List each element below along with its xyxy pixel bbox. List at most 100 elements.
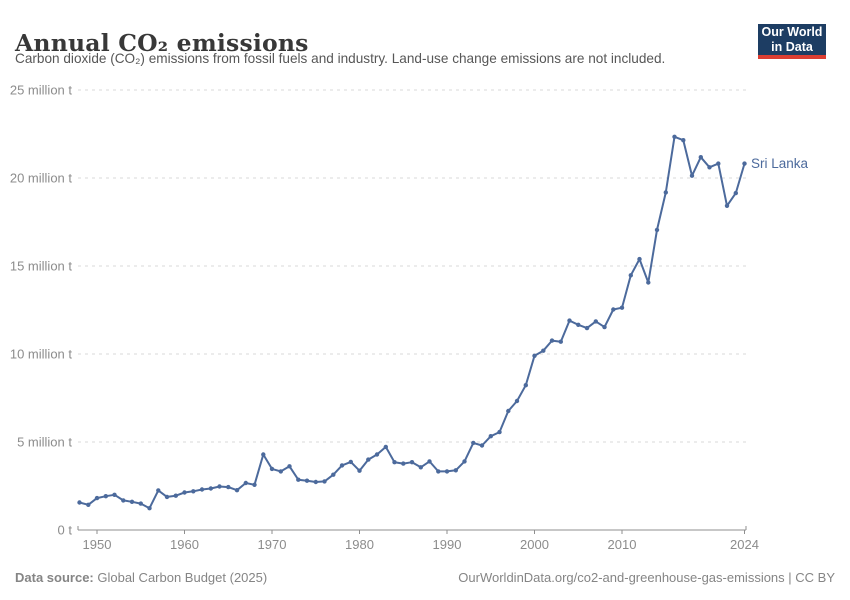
data-point-1960 [182, 490, 187, 495]
data-point-1948 [77, 500, 82, 505]
data-point-1957 [156, 488, 161, 493]
y-axis-label: 25 million t [10, 83, 73, 98]
x-axis-label: 1990 [433, 537, 462, 552]
data-point-2014 [654, 227, 660, 233]
data-point-1986 [409, 460, 415, 465]
data-point-2009 [611, 307, 616, 312]
data-point-2023 [733, 190, 738, 196]
data-point-2017 [681, 138, 686, 143]
x-axis-label: 1980 [345, 537, 374, 552]
data-point-1981 [366, 457, 371, 462]
chart-footer: Data source: Global Carbon Budget (2025)… [15, 567, 835, 587]
data-point-2007 [593, 319, 598, 324]
data-point-2004 [567, 318, 572, 323]
footer-link[interactable]: OurWorldinData.org/co2-and-greenhouse-ga… [458, 569, 835, 585]
data-point-1962 [199, 487, 205, 492]
data-point-1985 [401, 461, 406, 466]
data-point-2022 [724, 203, 730, 208]
owid-logo[interactable]: Our World in Data [758, 12, 838, 59]
data-point-1977 [331, 472, 336, 477]
x-axis-label: 2024 [730, 537, 759, 552]
data-point-1989 [436, 469, 441, 474]
data-point-1951 [103, 494, 109, 499]
data-point-2013 [646, 280, 651, 285]
owid-logo-accent-bar [758, 55, 826, 59]
data-point-2018 [689, 173, 695, 178]
data-point-1991 [453, 468, 458, 473]
data-source-text: Global Carbon Budget (2025) [93, 569, 268, 585]
y-axis-label: 20 million t [10, 171, 73, 186]
data-source-label: Data source: [15, 569, 94, 585]
data-point-2016 [672, 134, 677, 139]
data-point-2011 [628, 273, 633, 278]
x-axis-label: 1950 [83, 537, 112, 552]
owid-logo-line1: Our World [761, 25, 823, 39]
data-point-1978 [339, 463, 345, 468]
x-axis-label: 2000 [520, 537, 549, 552]
data-point-1979 [348, 459, 353, 465]
data-point-1967 [243, 480, 248, 486]
data-point-1984 [392, 460, 397, 465]
page-title: Annual CO₂ emissions [15, 28, 309, 57]
data-point-1950 [94, 495, 100, 501]
data-point-1970 [269, 466, 275, 472]
data-point-1961 [191, 489, 196, 494]
emissions-line [78, 135, 746, 510]
owid-logo-line2: in Data [771, 39, 813, 54]
data-point-1983 [383, 444, 388, 450]
x-axis-label: 2010 [608, 537, 637, 552]
data-point-2002 [549, 338, 555, 343]
data-point-2015 [663, 190, 668, 195]
data-point-2021 [716, 161, 721, 166]
data-point-1993 [471, 440, 476, 446]
x-axis-label: 1960 [170, 537, 199, 552]
data-point-1972 [287, 464, 292, 469]
data-point-2010 [619, 305, 625, 310]
data-point-1976 [322, 479, 327, 484]
y-axis-label: 10 million t [10, 347, 73, 362]
data-point-1971 [278, 469, 283, 474]
data-point-2006 [584, 325, 590, 331]
data-point-1952 [112, 492, 117, 497]
data-point-2005 [576, 322, 581, 327]
data-point-1969 [261, 452, 266, 457]
data-point-2001 [541, 348, 546, 353]
data-point-2020 [707, 165, 712, 170]
data-point-1964 [217, 484, 222, 489]
data-point-1965 [226, 484, 231, 490]
data-point-1995 [488, 434, 493, 439]
data-point-1973 [296, 477, 301, 482]
data-point-2000 [532, 353, 537, 358]
x-axis-label: 1970 [258, 537, 287, 552]
data-point-1963 [208, 486, 213, 491]
data-point-1996 [497, 429, 502, 435]
data-point-1974 [304, 478, 310, 483]
y-axis-label: 0 t [58, 523, 73, 538]
data-point-1994 [479, 443, 485, 448]
data-point-1998 [514, 398, 520, 404]
data-point-1954 [129, 499, 135, 504]
y-axis-label: 5 million t [17, 435, 72, 450]
data-point-1968 [252, 482, 257, 487]
data-point-1982 [374, 452, 380, 457]
data-point-1953 [121, 498, 126, 503]
data-point-1997 [506, 408, 511, 414]
data-point-1955 [138, 501, 143, 506]
entity-label-sri-lanka[interactable]: Sri Lanka [751, 156, 809, 171]
data-point-1990 [444, 469, 450, 474]
data-point-1949 [86, 502, 91, 507]
data-point-1987 [418, 465, 423, 470]
data-point-1988 [427, 459, 432, 464]
data-point-1958 [164, 494, 170, 500]
data-source: Data source: Global Carbon Budget (2025) [15, 570, 267, 585]
data-point-2024 [742, 161, 747, 166]
data-point-2019 [698, 155, 703, 160]
owid-logo-box[interactable]: Our World in Data [758, 24, 826, 59]
data-point-1992 [462, 459, 467, 464]
chart-subtitle: Carbon dioxide (CO₂) emissions from foss… [15, 51, 666, 66]
data-point-1956 [147, 506, 152, 511]
data-point-2008 [602, 324, 607, 330]
y-axis-label: 15 million t [10, 259, 73, 274]
